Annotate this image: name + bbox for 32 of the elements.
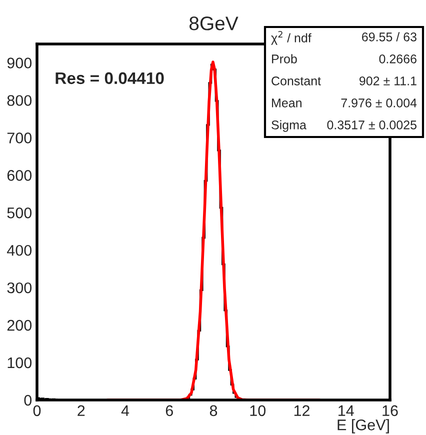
x-tick-label: 2 xyxy=(78,405,85,416)
x-tick-label: 8 xyxy=(210,405,218,416)
x-tick-label: 4 xyxy=(121,405,130,416)
annotation: χ$^{2}$ / ndf xyxy=(271,31,312,45)
x-tick-label: 0 xyxy=(33,405,41,416)
annotation: Prob xyxy=(272,54,297,64)
x-axis-title: E [GeV] xyxy=(338,419,389,434)
annotation: 0.2666 xyxy=(379,54,416,64)
x-tick-label: 10 xyxy=(250,405,266,416)
x-tick-label: 12 xyxy=(294,405,310,416)
x-tick-label: 6 xyxy=(166,405,173,416)
annotation: Mean xyxy=(272,98,302,108)
y-tick-label: 900 xyxy=(7,58,32,68)
x-tick-label: 16 xyxy=(382,405,398,416)
annotation: Sigma xyxy=(272,120,306,132)
y-tick-label: 500 xyxy=(7,208,32,218)
annotation: Constant xyxy=(272,76,321,86)
chart-title: 8GeV xyxy=(189,16,238,30)
y-tick-label: 700 xyxy=(7,132,32,144)
y-tick-label: 300 xyxy=(7,282,32,294)
annotation: Res = 0.04410 xyxy=(56,72,164,84)
y-tick-label: 100 xyxy=(8,357,32,368)
annotation: 0.3517 ± 0.0025 xyxy=(327,120,416,130)
y-tick-label: 200 xyxy=(7,320,32,331)
annotation: 7.976 ± 0.004 xyxy=(341,98,417,108)
x-tick-label: 14 xyxy=(338,405,354,416)
text: 69.55 / 63 xyxy=(362,32,416,42)
y-tick-label: 0 xyxy=(24,394,32,406)
y-tick-label: 400 xyxy=(7,244,32,256)
y-tick-label: 800 xyxy=(7,95,32,106)
y-tick-label: 600 xyxy=(7,170,32,181)
annotation: 902 ± 11.1 xyxy=(360,76,416,86)
